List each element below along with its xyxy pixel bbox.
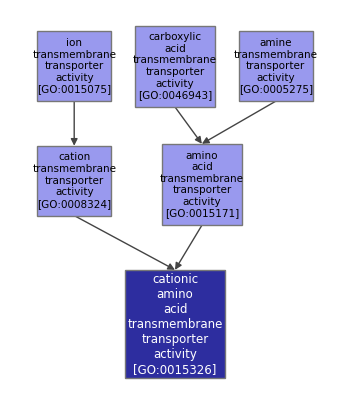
- Text: cation
transmembrane
transporter
activity
[GO:0008324]: cation transmembrane transporter activit…: [32, 152, 116, 209]
- FancyBboxPatch shape: [37, 32, 111, 101]
- FancyBboxPatch shape: [135, 25, 215, 107]
- Text: cationic
amino
acid
transmembrane
transporter
activity
[GO:0015326]: cationic amino acid transmembrane transp…: [127, 273, 223, 376]
- Text: carboxylic
acid
transmembrane
transporter
activity
[GO:0046943]: carboxylic acid transmembrane transporte…: [133, 32, 217, 100]
- Text: amine
transmembrane
transporter
activity
[GO:0005275]: amine transmembrane transporter activity…: [234, 38, 318, 95]
- FancyBboxPatch shape: [37, 146, 111, 216]
- FancyBboxPatch shape: [162, 144, 242, 225]
- FancyBboxPatch shape: [125, 270, 225, 379]
- Text: amino
acid
transmembrane
transporter
activity
[GO:0015171]: amino acid transmembrane transporter act…: [160, 151, 244, 219]
- Text: ion
transmembrane
transporter
activity
[GO:0015075]: ion transmembrane transporter activity […: [32, 38, 116, 95]
- FancyBboxPatch shape: [239, 32, 313, 101]
